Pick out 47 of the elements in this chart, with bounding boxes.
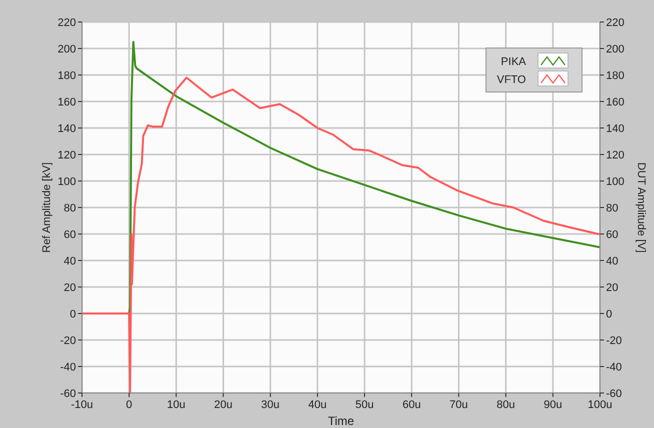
y2-tick-label: 160 <box>606 96 624 108</box>
y-tick-label: 20 <box>64 282 76 294</box>
y-tick-label: -40 <box>60 362 76 374</box>
legend-label: PIKA <box>500 56 527 68</box>
y2-tick-label: 180 <box>606 70 624 82</box>
y-tick-label: 140 <box>58 123 76 135</box>
y-tick-label: -20 <box>60 335 76 347</box>
y2-tick-label: 140 <box>606 123 624 135</box>
x-tick-label: 10u <box>167 399 186 411</box>
y-tick-label: 60 <box>64 229 76 241</box>
y2-tick-label: 0 <box>606 308 612 320</box>
y2-tick-label: 220 <box>606 17 624 29</box>
y-tick-label: 200 <box>58 44 76 56</box>
y-tick-label: 40 <box>64 256 76 268</box>
y2-axis-title: DUT Amplitude [V] <box>635 162 647 253</box>
x-tick-label: 70u <box>450 399 468 411</box>
y2-tick-label: 20 <box>606 282 618 294</box>
y2-tick-label: 100 <box>606 176 624 188</box>
x-tick-label: 20u <box>214 399 232 411</box>
x-tick-label: 90u <box>544 399 562 411</box>
y-tick-label: 0 <box>70 308 76 320</box>
y2-tick-label: 120 <box>606 150 624 162</box>
y-tick-label: 220 <box>58 17 76 29</box>
y2-tick-label: 40 <box>606 256 618 268</box>
y2-tick-label: -20 <box>606 335 622 347</box>
legend-label: VFTO <box>496 74 526 86</box>
y2-tick-label: 80 <box>606 202 618 214</box>
y2-tick-label: 60 <box>606 229 618 241</box>
x-tick-label: 100u <box>588 399 612 411</box>
y-tick-label: -60 <box>60 388 76 400</box>
y2-tick-label: 200 <box>606 44 624 56</box>
y-tick-label: 160 <box>58 96 76 108</box>
x-axis-title: Time <box>328 414 354 428</box>
y-tick-label: 180 <box>58 70 76 82</box>
x-tick-label: -10u <box>70 399 94 411</box>
y2-tick-label: -60 <box>606 388 622 400</box>
x-tick-label: 30u <box>261 399 280 411</box>
x-tick-label: 50u <box>355 399 374 411</box>
y-axis-title: Ref Amplitude [kV] <box>41 162 53 253</box>
y-tick-label: 120 <box>58 150 76 162</box>
y-tick-label: 100 <box>58 176 76 188</box>
y2-tick-label: -40 <box>606 362 622 374</box>
y-tick-label: 80 <box>64 202 76 214</box>
x-tick-label: 80u <box>496 399 515 411</box>
x-tick-label: 0 <box>126 399 132 411</box>
x-tick-label: 40u <box>308 399 327 411</box>
x-tick-label: 60u <box>402 399 421 411</box>
